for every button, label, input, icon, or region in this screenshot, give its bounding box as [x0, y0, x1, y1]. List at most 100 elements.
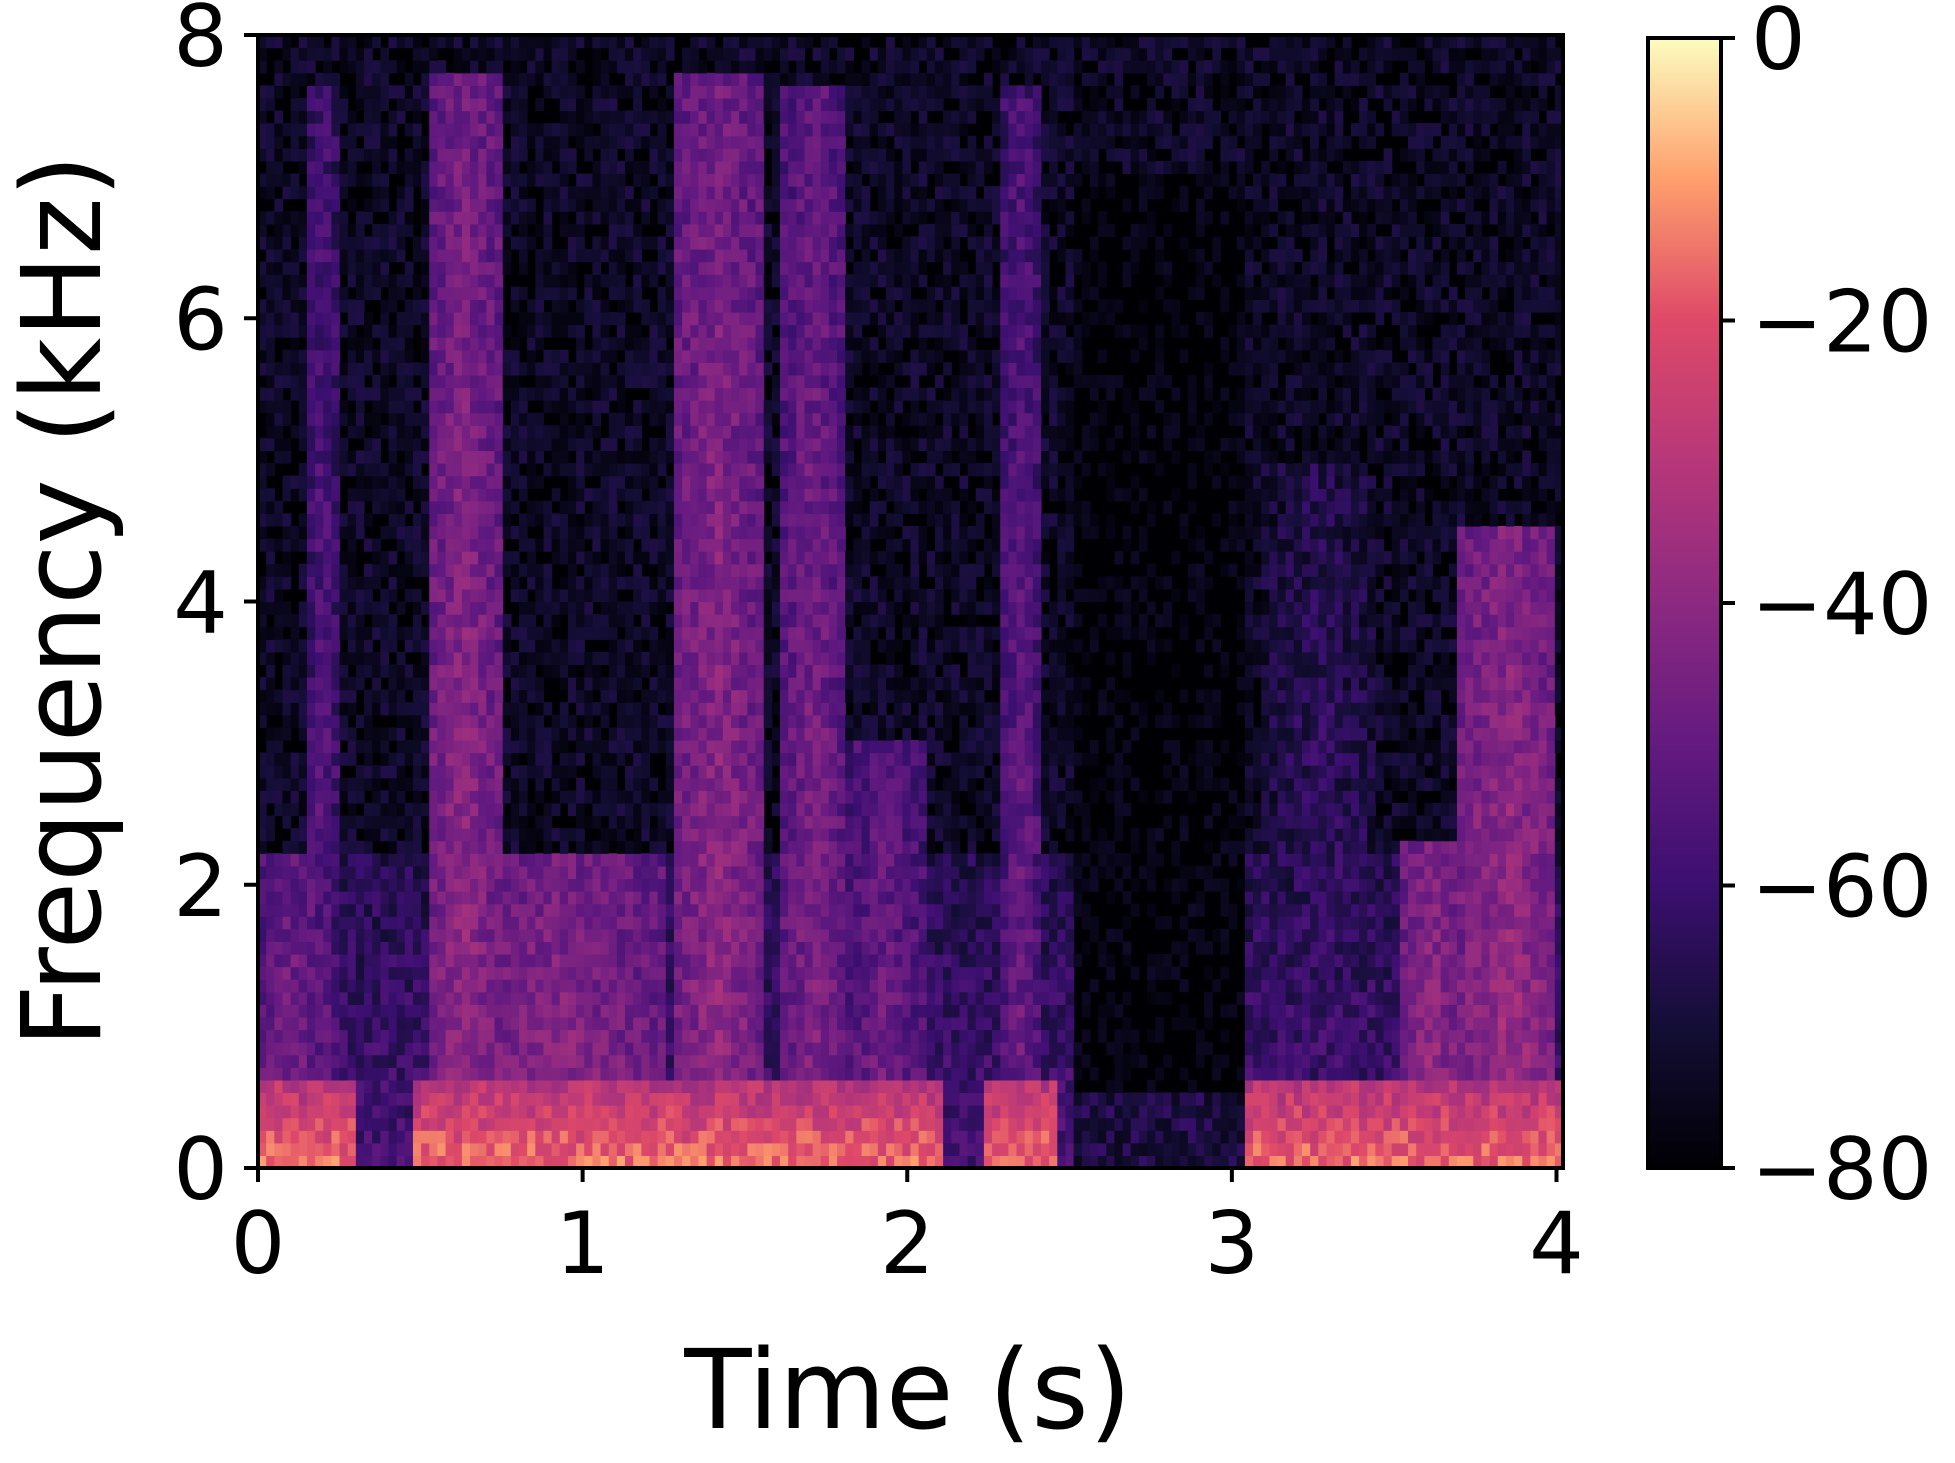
spectrogram-cell [592, 1092, 601, 1105]
spectrogram-cell [364, 765, 373, 778]
spectrogram-cell [282, 438, 291, 451]
spectrogram-cell [421, 199, 430, 212]
spectrogram-cell [568, 639, 577, 652]
spectrogram-cell [519, 186, 528, 199]
spectrogram-cell [307, 249, 316, 262]
spectrogram-cell [380, 249, 389, 262]
spectrogram-cell [454, 262, 463, 275]
spectrogram-cell [609, 387, 618, 400]
spectrogram-cell [331, 1017, 340, 1030]
spectrogram-cell [723, 639, 732, 652]
spectrogram-cell [543, 73, 552, 86]
spectrogram-cell [543, 425, 552, 438]
spectrogram-cell [470, 954, 479, 967]
spectrogram-cell [609, 941, 618, 954]
spectrogram-cell [380, 299, 389, 312]
spectrogram-cell [389, 576, 398, 589]
spectrogram-cell [658, 916, 667, 929]
spectrogram-cell [633, 1067, 642, 1080]
spectrogram-cell [707, 866, 716, 879]
spectrogram-cell [454, 211, 463, 224]
spectrogram-cell [707, 199, 716, 212]
spectrogram-cell [470, 589, 479, 602]
spectrogram-cell [291, 853, 300, 866]
spectrogram-cell [731, 400, 740, 413]
spectrogram-cell [715, 312, 724, 325]
spectrogram-cell [584, 916, 593, 929]
spectrogram-cell [552, 375, 561, 388]
spectrogram-cell [568, 677, 577, 690]
spectrogram-cell [552, 904, 561, 917]
spectrogram-cell [315, 111, 324, 124]
spectrogram-cell [584, 614, 593, 627]
spectrogram-cell [666, 778, 675, 791]
spectrogram-cell [527, 1004, 536, 1017]
spectrogram-cell [266, 539, 275, 552]
spectrogram-cell [405, 992, 414, 1005]
spectrogram-cell [641, 123, 650, 136]
spectrogram-cell [535, 173, 544, 186]
spectrogram-cell [601, 702, 610, 715]
spectrogram-cell [372, 539, 381, 552]
spectrogram-cell [429, 652, 438, 665]
spectrogram-cell [299, 664, 308, 677]
spectrogram-cell [666, 677, 675, 690]
spectrogram-cell [340, 652, 349, 665]
spectrogram-cell [446, 967, 455, 980]
spectrogram-cell [650, 161, 659, 174]
spectrogram-cell [601, 400, 610, 413]
spectrogram-cell [462, 715, 471, 728]
spectrogram-cell [421, 740, 430, 753]
spectrogram-cell [315, 702, 324, 715]
spectrogram-cell [291, 337, 300, 350]
spectrogram-cell [405, 1030, 414, 1043]
spectrogram-cell [535, 362, 544, 375]
spectrogram-cell [413, 614, 422, 627]
spectrogram-cell [397, 425, 406, 438]
spectrogram-cell [650, 979, 659, 992]
spectrogram-cell [568, 1118, 577, 1131]
spectrogram-cell [429, 501, 438, 514]
spectrogram-cell [723, 199, 732, 212]
spectrogram-cell [495, 866, 504, 879]
spectrogram-cell [690, 85, 699, 98]
spectrogram-cell [747, 1042, 756, 1055]
spectrogram-cell [486, 501, 495, 514]
spectrogram-cell [560, 1080, 569, 1093]
spectrogram-cell [519, 400, 528, 413]
spectrogram-cell [389, 362, 398, 375]
spectrogram-cell [429, 488, 438, 501]
spectrogram-cell [315, 866, 324, 879]
spectrogram-cell [658, 1092, 667, 1105]
spectrogram-cell [446, 564, 455, 577]
spectrogram-cell [486, 287, 495, 300]
spectrogram-cell [650, 375, 659, 388]
spectrogram-cell [633, 161, 642, 174]
spectrogram-cell [731, 249, 740, 262]
spectrogram-cell [715, 513, 724, 526]
spectrogram-cell [658, 161, 667, 174]
spectrogram-cell [641, 111, 650, 124]
spectrogram-cell [641, 954, 650, 967]
spectrogram-cell [723, 1042, 732, 1055]
spectrogram-cell [462, 123, 471, 136]
spectrogram-cell [462, 878, 471, 891]
spectrogram-cell [495, 1030, 504, 1043]
spectrogram-cell [527, 1042, 536, 1055]
spectrogram-cell [454, 992, 463, 1005]
spectrogram-cell [690, 312, 699, 325]
spectrogram-cell [576, 778, 585, 791]
spectrogram-cell [617, 1118, 626, 1131]
spectrogram-cell [470, 916, 479, 929]
spectrogram-cell [511, 916, 520, 929]
spectrogram-cell [511, 476, 520, 489]
spectrogram-cell [568, 715, 577, 728]
spectrogram-cell [682, 136, 691, 149]
spectrogram-cell [698, 136, 707, 149]
spectrogram-cell [674, 778, 683, 791]
spectrogram-cell [470, 60, 479, 73]
spectrogram-cell [519, 1042, 528, 1055]
spectrogram-cell [747, 224, 756, 237]
spectrogram-cell [356, 916, 365, 929]
spectrogram-cell [650, 274, 659, 287]
